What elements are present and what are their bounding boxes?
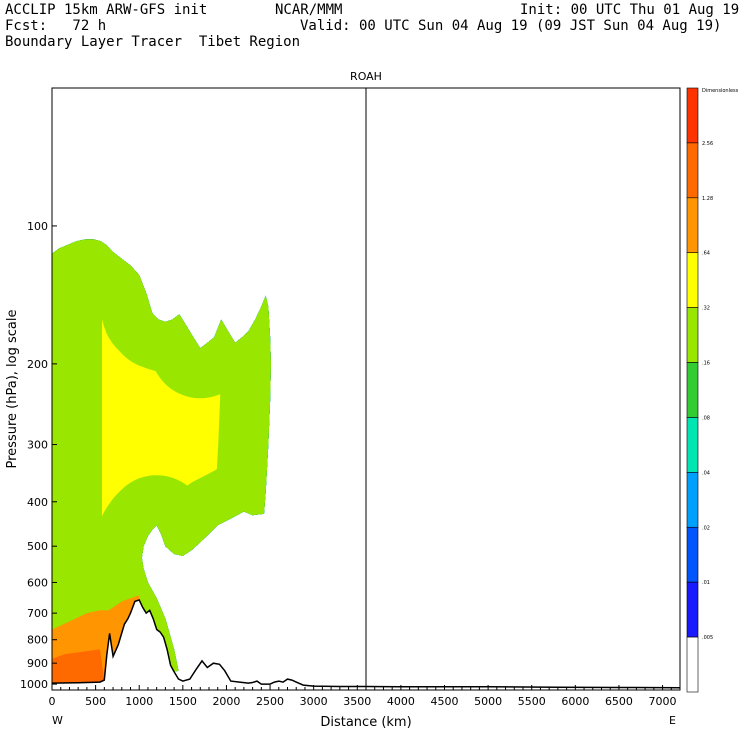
colorbar-level-label: .04: [702, 470, 710, 476]
x-tick-label: 0: [49, 695, 56, 708]
y-tick-label: 1000: [20, 678, 48, 691]
colorbar-swatch: [686, 197, 699, 254]
y-tick-label: 400: [27, 496, 48, 509]
y-tick-label: 600: [27, 576, 48, 589]
y-tick-label: 200: [27, 358, 48, 371]
x-axis-label: Distance (km): [320, 715, 411, 730]
colorbar-level-label: .02: [702, 525, 710, 531]
x-tick-label: 1000: [125, 695, 153, 708]
x-tick-label: 2500: [256, 695, 284, 708]
colorbar-level-label: .32: [702, 306, 710, 312]
colorbar-unit-label: Dimensionless: [702, 88, 739, 94]
y-axis-label: Pressure (hPa), log scale: [5, 310, 20, 469]
header-line2-left: Fcst: 72 h: [5, 18, 107, 34]
colorbar-swatch: [686, 252, 699, 308]
y-tick-label: 300: [27, 439, 48, 452]
x-tick-label: 3500: [343, 695, 371, 708]
x-end-label-left: W: [52, 714, 63, 727]
x-tick-label: 7000: [649, 695, 677, 708]
y-axis: 100 200 300 400 500 600 700 800 900 1000: [20, 220, 57, 691]
y-tick-label: 100: [27, 220, 48, 233]
header-line3-left: Boundary Layer Tracer Tibet Region: [5, 34, 301, 50]
header-line2-right: Valid: 00 UTC Sun 04 Aug 19 (09 JST Sun …: [300, 18, 722, 34]
colorbar-level-label: .16: [702, 361, 710, 367]
colorbar-swatch: [686, 87, 699, 144]
terrain-line: [52, 598, 680, 689]
colorbar-level-label: .64: [702, 251, 710, 257]
terrain-profile: [52, 598, 680, 689]
x-axis: 0 500 1000 1500 2000 2500 3000 3500 4000 4500 5000…: [49, 685, 677, 708]
colorbar-level-label: 2.56: [702, 141, 713, 147]
x-tick-label: 4500: [431, 695, 459, 708]
colorbar: Dimensionless 2.56 1.28 .64 .32 .16 .08 .04 .02.…: [686, 87, 739, 693]
y-tick-label: 900: [27, 657, 48, 670]
y-tick-label: 800: [27, 634, 48, 647]
colorbar-level-label: 1.28: [702, 196, 713, 202]
x-tick-label: 1500: [169, 695, 197, 708]
boundary-layer-red: [52, 649, 105, 684]
colorbar-swatch: [686, 142, 699, 199]
colorbar-level-label: .01: [702, 580, 710, 586]
y-tick-label: 700: [27, 607, 48, 620]
colorbar-swatch: [686, 526, 699, 583]
colorbar-swatch: [686, 636, 699, 693]
header-line1-mid: NCAR/MMM: [275, 2, 343, 18]
colorbar-swatch: [686, 362, 699, 418]
y-tick-label: 500: [27, 540, 48, 553]
x-end-label-right: E: [669, 714, 676, 727]
colorbar-swatch: [686, 417, 699, 473]
colorbar-level-label: .08: [702, 415, 710, 421]
colorbar-swatch: [686, 472, 699, 528]
x-tick-label: 6000: [561, 695, 589, 708]
header-line1-right: Init: 00 UTC Thu 01 Aug 19: [520, 2, 740, 18]
x-tick-label: 5000: [474, 695, 502, 708]
tracer-fill: [52, 239, 271, 684]
chart-title: ROAH: [350, 70, 382, 83]
x-tick-label: 500: [85, 695, 106, 708]
colorbar-level-label: .005: [702, 635, 713, 641]
colorbar-swatch: [686, 307, 699, 363]
x-tick-label: 3000: [300, 695, 328, 708]
header-line1-left: ACCLIP 15km ARW-GFS init: [5, 2, 208, 18]
x-tick-label: 2000: [212, 695, 240, 708]
x-tick-label: 5500: [518, 695, 546, 708]
colorbar-swatch: [686, 581, 699, 638]
x-tick-label: 6500: [605, 695, 633, 708]
x-tick-label: 4000: [387, 695, 415, 708]
